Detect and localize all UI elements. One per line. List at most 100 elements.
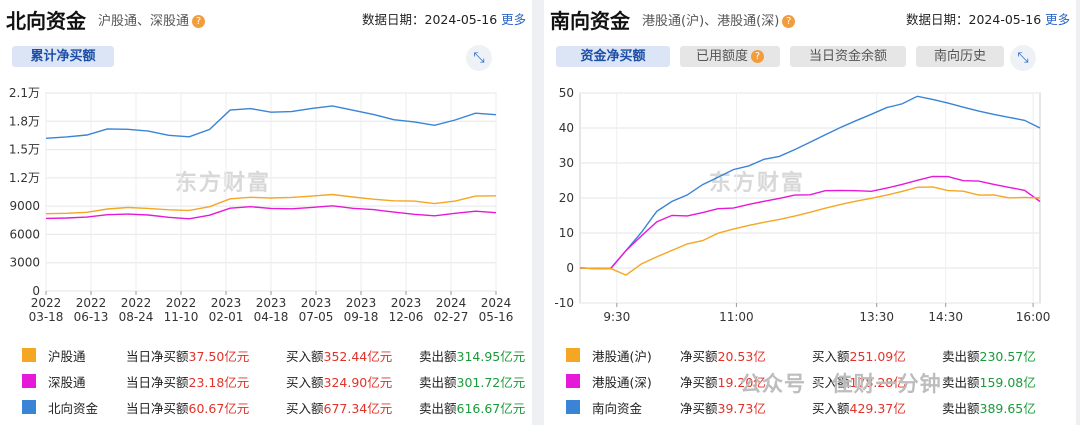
x-tick-label: 11:00 [719,310,754,324]
x-tick-label: 9:30 [603,310,630,324]
x-tick-label: 08-24 [119,310,154,324]
north-subtitle-text: 沪股通、深股通 [98,14,190,29]
series-line-港股通(沪) [579,186,1041,276]
x-tick-label: 13:30 [859,310,894,324]
x-tick-label: 2023 [256,296,287,310]
x-tick-label: 09-18 [344,310,379,324]
legend-sell: 卖出额159.08亿 [942,375,1036,390]
south-chart: -10 0 10 20 30 40 50 9:30 11:00 13:30 14:30 16:00 [554,86,1051,324]
legend-net: 净买额19.20亿 [680,375,766,390]
x-tick-label: 11-10 [164,310,199,324]
help-icon[interactable]: ? [782,15,796,28]
legend-name: 沪股通 [48,349,86,364]
south-date: 数据日期：2024-05-16 更多 [906,9,1070,28]
legend-swatch [566,348,580,362]
south-subtitle-text: 港股通(沪)、港股通(深) [642,14,780,29]
legend-buy: 买入额352.44亿元 [286,349,393,364]
date-value: 2024-05-16 [424,12,498,27]
more-link[interactable]: 更多 [1045,12,1071,27]
watermark-text: 东方财富 [175,171,272,196]
y-tick-label: 0 [566,261,574,275]
y-tick-label: 30 [559,156,574,170]
legend-name: 深股通 [48,375,86,390]
legend-name: 南向资金 [592,401,643,416]
x-tick-label: 03-18 [29,310,64,324]
expand-icon[interactable]: ⤡ [466,45,492,71]
south-title: 南向资金 [550,9,630,33]
tab-south-history[interactable]: 南向历史 [916,46,1004,67]
x-tick-label: 2022 [166,296,197,310]
legend-row[interactable]: 深股通 当日净买额23.18亿元 买入额324.90亿元 卖出额301.72亿元 [0,368,532,394]
x-tick-label: 2022 [31,296,62,310]
series-line-南向资金 [579,95,1041,270]
legend-swatch [22,348,36,362]
x-tick-label: 05-16 [479,310,514,324]
north-panel: 北向资金 沪股通、深股通? 数据日期：2024-05-16 更多 累计净买额 ⤡ … [0,0,532,425]
legend-swatch [566,400,580,414]
legend-row[interactable]: 南向资金 净买额39.73亿 买入额429.37亿 卖出额389.65亿 [544,394,1076,420]
legend-swatch [22,400,36,414]
legend-net: 净买额20.53亿 [680,349,766,364]
south-subtitle: 港股通(沪)、港股通(深)? [642,10,796,29]
y-tick-label: 2.1万 [9,86,40,100]
tab-net-buy[interactable]: 资金净买额 [556,46,670,67]
legend-net: 当日净买额23.18亿元 [126,375,250,390]
x-tick-label: 2023 [211,296,242,310]
y-tick-label: 20 [559,191,574,205]
y-tick-label: 1.2万 [9,171,40,185]
legend-sell: 卖出额301.72亿元 [419,375,526,390]
legend-buy: 买入额178.28亿 [812,375,906,390]
y-tick-label: 3000 [9,256,40,270]
expand-icon[interactable]: ⤡ [1010,45,1036,71]
series-line-沪股通 [45,193,497,215]
legend-buy: 买入额324.90亿元 [286,375,393,390]
y-tick-label: 9000 [9,199,40,213]
legend-swatch [566,374,580,388]
x-tick-label: 2023 [391,296,422,310]
date-label: 数据日期： [906,12,969,27]
help-icon[interactable]: ? [751,50,764,63]
legend-sell: 卖出额314.95亿元 [419,349,526,364]
legend-net: 当日净买额37.50亿元 [126,349,250,364]
y-tick-label: 50 [559,86,574,100]
legend-name: 港股通(深) [592,375,652,390]
more-link[interactable]: 更多 [501,12,527,27]
x-tick-label: 02-27 [434,310,469,324]
north-title: 北向资金 [6,9,86,33]
legend-row[interactable]: 港股通(沪) 净买额20.53亿 买入额251.09亿 卖出额230.57亿 [544,342,1076,368]
legend-buy: 买入额677.34亿元 [286,401,393,416]
tab-cumulative-net[interactable]: 累计净买额 [12,46,114,67]
series-line-北向资金 [45,105,497,139]
legend-row[interactable]: 沪股通 当日净买额37.50亿元 买入额352.44亿元 卖出额314.95亿元 [0,342,532,368]
north-date: 数据日期：2024-05-16 更多 [362,9,526,28]
y-tick-label: 6000 [9,227,40,241]
tab-daily-balance[interactable]: 当日资金余额 [790,46,906,67]
x-tick-label: 2023 [346,296,377,310]
legend-swatch [22,374,36,388]
x-tick-label: 06-13 [74,310,109,324]
y-tick-label: 1.5万 [9,143,40,157]
legend-row[interactable]: 港股通(深) 净买额19.20亿 买入额178.28亿 卖出额159.08亿 [544,368,1076,394]
tab-used-quota[interactable]: 已用额度? [680,46,780,67]
x-tick-label: 2024 [481,296,512,310]
legend-name: 港股通(沪) [592,349,652,364]
x-tick-label: 2023 [301,296,332,310]
legend-buy: 买入额251.09亿 [812,349,906,364]
y-tick-label: 1.8万 [9,114,40,128]
north-chart: 03000600090001.2万1.5万1.8万2.1万202203-1820… [9,86,514,324]
y-tick-label: -10 [554,296,574,310]
footer-watermark: 公众号 · 佳财一分钟 [740,372,942,396]
x-tick-label: 2024 [436,296,467,310]
x-tick-label: 04-18 [254,310,289,324]
date-label: 数据日期： [362,12,425,27]
x-tick-label: 16:00 [1016,310,1051,324]
x-tick-label: 02-01 [209,310,244,324]
legend-row[interactable]: 北向资金 当日净买额60.67亿元 买入额677.34亿元 卖出额616.67亿元 [0,394,532,420]
legend-sell: 卖出额616.67亿元 [419,401,526,416]
x-tick-label: 07-05 [299,310,334,324]
help-icon[interactable]: ? [192,15,206,28]
y-tick-label: 40 [559,121,574,135]
y-tick-label: 0 [32,284,40,298]
legend-buy: 买入额429.37亿 [812,401,906,416]
series-line-深股通 [45,205,497,220]
